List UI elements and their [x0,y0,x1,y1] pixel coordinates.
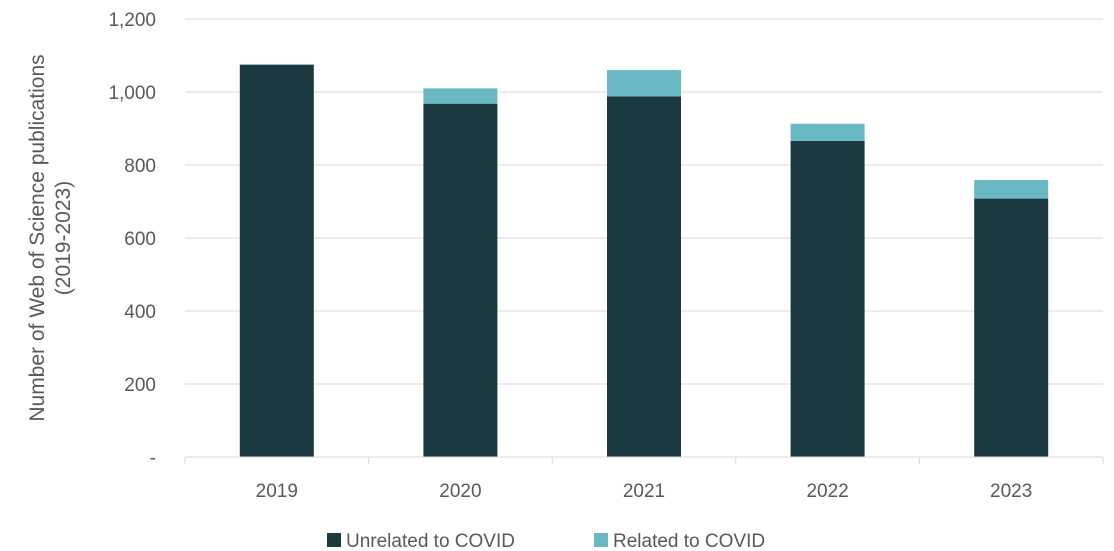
y-axis-tick-labels: - 200 400 600 800 1,000 1,200 [108,10,156,469]
legend: Unrelated to COVID Related to COVID [327,531,765,551]
y-axis-title-line-1: Number of Web of Science publications [26,54,49,421]
y-tick-label: 400 [124,302,156,323]
y-tick-label: 1,000 [108,83,156,104]
legend-label: Related to COVID [613,531,765,551]
bar-unrelated-2022 [790,140,865,457]
bar-related-2023 [974,179,1049,199]
y-tick-label: 800 [124,156,156,177]
bar-unrelated-2020 [423,103,498,458]
x-tick-label: 2019 [256,481,298,502]
y-tick-label: - [150,448,156,469]
legend-swatch [327,533,341,547]
y-axis-title-line-2: (2019-2023) [52,181,75,295]
y-tick-label: 600 [124,229,156,250]
legend-swatch [594,533,608,547]
bar-related-2022 [790,123,865,141]
x-tick-label: 2020 [439,481,481,502]
y-tick-label: 1,200 [108,10,156,31]
y-tick-label: 200 [124,375,156,396]
x-tick-label: 2022 [806,481,848,502]
x-tick-label: 2021 [623,481,665,502]
x-tick-label: 2023 [990,481,1032,502]
bar-unrelated-2019 [239,64,314,457]
bar-related-2021 [607,70,681,97]
legend-label: Unrelated to COVID [346,531,515,551]
bar-unrelated-2021 [607,96,681,457]
bars [239,64,1049,458]
bar-unrelated-2023 [974,198,1049,457]
x-axis-tick-labels: 2019 2020 2021 2022 2023 [184,457,1104,502]
bar-related-2020 [423,88,498,104]
